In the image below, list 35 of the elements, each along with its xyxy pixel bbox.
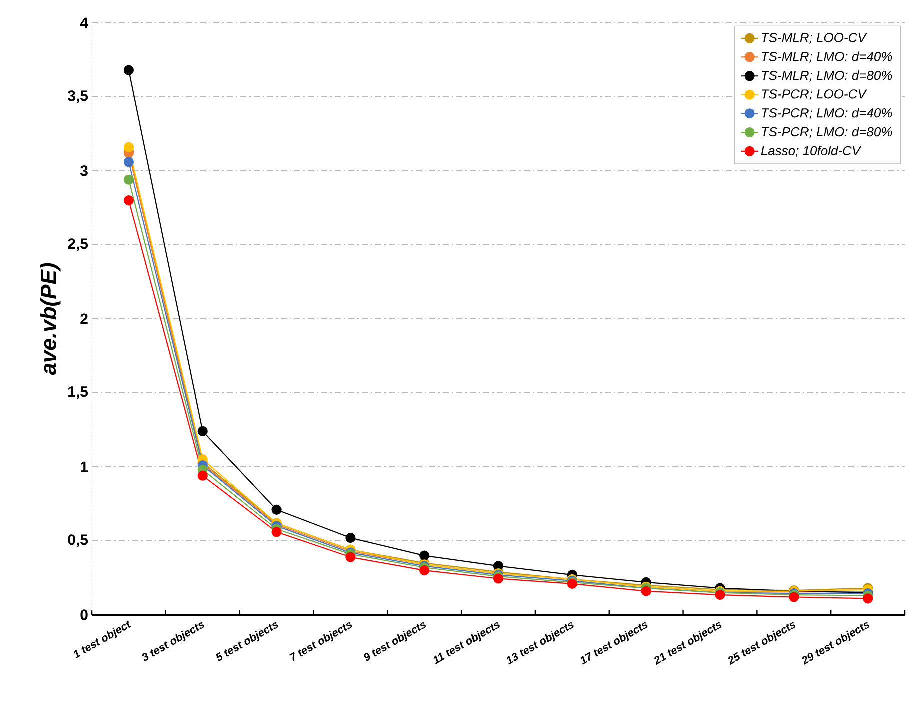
point	[124, 65, 134, 76]
y-tick-label: 2	[80, 314, 88, 324]
point	[124, 157, 134, 168]
legend-label: TS-PCR; LOO-CV	[762, 90, 868, 100]
y-tick-label: 3	[80, 166, 88, 176]
y-tick-label: 0	[80, 610, 88, 620]
y-tick-label: 1,5	[68, 386, 88, 400]
point	[420, 550, 430, 561]
y-tick-label: 3,5	[68, 90, 88, 104]
legend-label: TS-PCR; LMO: d=40%	[762, 108, 892, 120]
point	[198, 426, 208, 437]
point	[420, 566, 430, 576]
legend-label: TS-MLR; LMO: d=80%	[762, 70, 892, 82]
y-tick-label: 0,5	[68, 534, 88, 548]
point	[789, 592, 800, 602]
legend-label: Lasso; 10fold-CV	[761, 146, 862, 158]
point	[198, 470, 208, 481]
point	[124, 196, 134, 206]
y-axis-title: ave.vb(PE)	[40, 263, 61, 376]
point	[124, 142, 134, 152]
point	[715, 590, 726, 600]
y-tick-label: 1	[81, 462, 88, 472]
y-tick-label: 2,5	[68, 238, 88, 252]
point	[272, 504, 282, 515]
legend-label: TS-PCR; LMO: d=80%	[762, 127, 892, 138]
point	[863, 594, 874, 604]
legend-label: TS-MLR; LMO: d=40%	[762, 52, 892, 63]
point	[641, 586, 652, 596]
point	[272, 527, 282, 538]
point	[493, 574, 504, 584]
point	[124, 174, 134, 185]
point	[346, 552, 356, 562]
point	[346, 532, 356, 544]
y-tick-label: 4	[80, 18, 88, 28]
legend-label: TS-MLR; LOO-CV	[762, 33, 868, 44]
